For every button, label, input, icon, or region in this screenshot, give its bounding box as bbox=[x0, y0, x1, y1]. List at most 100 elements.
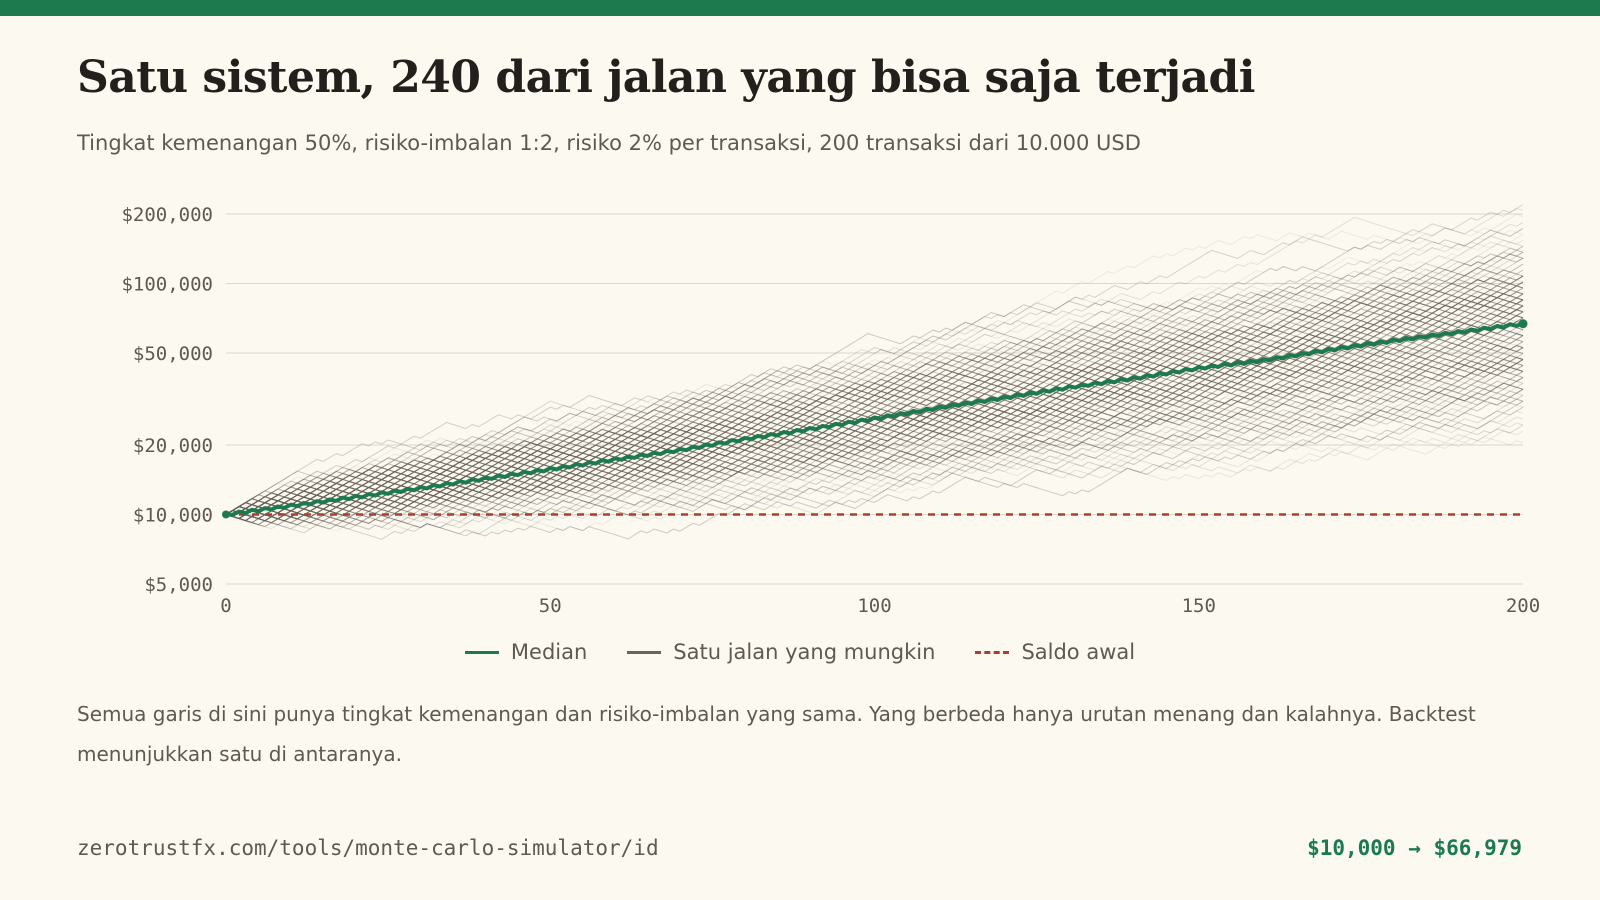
simulated-path-line bbox=[225, 309, 1524, 524]
simulated-path-line bbox=[225, 356, 1524, 526]
simulated-path-line bbox=[225, 406, 1524, 521]
simulated-path-line bbox=[225, 359, 1524, 518]
simulated-path-line bbox=[225, 344, 1524, 515]
simulated-path-line bbox=[225, 336, 1524, 522]
y-tick-label: $20,000 bbox=[133, 435, 213, 457]
simulated-path-line bbox=[225, 283, 1524, 520]
simulated-path-line bbox=[225, 326, 1524, 520]
simulated-path-line bbox=[225, 370, 1524, 520]
simulated-path-line bbox=[225, 436, 1524, 518]
simulated-path-line bbox=[225, 333, 1524, 520]
simulated-path-line bbox=[225, 275, 1524, 515]
simulated-path-line bbox=[225, 410, 1524, 515]
simulated-path-line bbox=[225, 251, 1524, 518]
x-tick-label: 150 bbox=[1182, 595, 1216, 617]
legend: Median Satu jalan yang mungkin Saldo awa… bbox=[0, 640, 1600, 664]
simulated-path-line bbox=[225, 365, 1524, 515]
simulated-path-line bbox=[225, 312, 1524, 515]
simulated-path-line bbox=[225, 360, 1524, 520]
simulated-path-line bbox=[225, 334, 1524, 518]
simulated-path-line bbox=[225, 295, 1524, 515]
simulated-path-line bbox=[225, 281, 1524, 515]
simulated-path-line bbox=[225, 359, 1524, 530]
simulated-path-line bbox=[225, 247, 1524, 530]
simulated-path-line bbox=[225, 233, 1524, 526]
simulated-path-line bbox=[225, 388, 1524, 515]
simulated-path-line bbox=[225, 229, 1524, 520]
simulated-path-line bbox=[225, 370, 1524, 515]
simulated-path-line bbox=[225, 287, 1524, 518]
simulated-path-line bbox=[225, 295, 1524, 515]
simulated-path-line bbox=[225, 354, 1524, 522]
simulated-path-line bbox=[225, 333, 1524, 515]
simulated-path-line bbox=[225, 360, 1524, 518]
simulated-path-line bbox=[225, 293, 1524, 518]
simulated-path-line bbox=[225, 342, 1524, 520]
simulated-path-line bbox=[225, 269, 1524, 520]
simulated-path-line bbox=[225, 245, 1524, 518]
y-tick-label: $100,000 bbox=[121, 274, 213, 296]
simulated-path-line bbox=[225, 339, 1524, 516]
simulated-path-line bbox=[225, 314, 1524, 526]
simulated-path-line bbox=[225, 358, 1524, 515]
simulated-path-line bbox=[225, 271, 1524, 515]
simulated-path-line bbox=[225, 309, 1524, 520]
simulated-path-line bbox=[225, 257, 1524, 515]
simulated-path-line bbox=[225, 341, 1524, 518]
simulated-path-line bbox=[225, 344, 1524, 516]
simulated-path-line bbox=[225, 311, 1524, 520]
simulated-path-line bbox=[225, 269, 1524, 515]
simulation-chart: $5,000 $10,000 $20,000 $50,000 $100,000 $200,… bbox=[121, 204, 1540, 617]
x-tick-label: 0 bbox=[220, 595, 231, 617]
simulated-path-line bbox=[225, 255, 1524, 515]
simulated-path-line bbox=[225, 235, 1524, 520]
simulated-path-line bbox=[225, 302, 1524, 522]
simulated-path-line bbox=[225, 269, 1524, 522]
simulated-path-line bbox=[225, 357, 1524, 522]
simulated-path-line bbox=[225, 342, 1524, 526]
simulated-path-line bbox=[225, 382, 1524, 520]
simulated-path-line bbox=[225, 287, 1524, 515]
simulated-path-line bbox=[225, 291, 1524, 520]
simulated-path-line bbox=[225, 309, 1524, 515]
simulated-path-line bbox=[225, 263, 1524, 522]
simulated-path-line bbox=[225, 321, 1524, 530]
simulated-path-line bbox=[225, 317, 1524, 515]
simulated-path-line bbox=[225, 338, 1524, 515]
simulated-path-line bbox=[225, 297, 1524, 515]
simulated-path-line bbox=[225, 320, 1524, 518]
caption: Semua garis di sini punya tingkat kemena… bbox=[77, 702, 1476, 766]
simulated-path-line bbox=[225, 372, 1524, 540]
simulated-path-line bbox=[225, 213, 1524, 515]
simulated-path-line bbox=[225, 307, 1524, 518]
legend-item-median: Median bbox=[464, 640, 587, 664]
simulated-path-line bbox=[225, 370, 1524, 515]
simulated-path-line bbox=[225, 307, 1524, 520]
simulated-path-line bbox=[225, 281, 1524, 520]
simulated-path-line bbox=[225, 299, 1524, 518]
axis-labels: $5,000 $10,000 $20,000 $50,000 $100,000 $200,… bbox=[121, 204, 1540, 617]
simulated-path-line bbox=[225, 354, 1524, 522]
legend-swatch-path bbox=[627, 650, 662, 654]
simulated-path-line bbox=[225, 311, 1524, 515]
simulated-path-line bbox=[225, 257, 1524, 520]
simulated-path-line bbox=[225, 279, 1524, 518]
simulated-path-line bbox=[225, 227, 1524, 522]
simulated-path-line bbox=[225, 275, 1524, 520]
median-line bbox=[224, 321, 1525, 517]
simulated-path-line bbox=[225, 392, 1524, 518]
simulated-path-line bbox=[225, 303, 1524, 518]
simulated-path-line bbox=[225, 290, 1524, 518]
x-tick-label: 200 bbox=[1506, 595, 1540, 617]
simulated-path-line bbox=[225, 275, 1524, 515]
simulated-path-line bbox=[225, 285, 1524, 515]
simulated-path-line bbox=[225, 275, 1524, 518]
simulated-path-line bbox=[225, 390, 1524, 519]
legend-swatch-median bbox=[464, 650, 499, 654]
footer-result: $10,000 → $66,979 bbox=[1307, 836, 1522, 860]
simulated-path-line bbox=[225, 328, 1524, 528]
simulated-path-line bbox=[225, 364, 1524, 528]
simulated-path-line bbox=[225, 281, 1524, 515]
simulated-path-line bbox=[225, 204, 1524, 518]
simulated-path-line bbox=[225, 275, 1524, 515]
